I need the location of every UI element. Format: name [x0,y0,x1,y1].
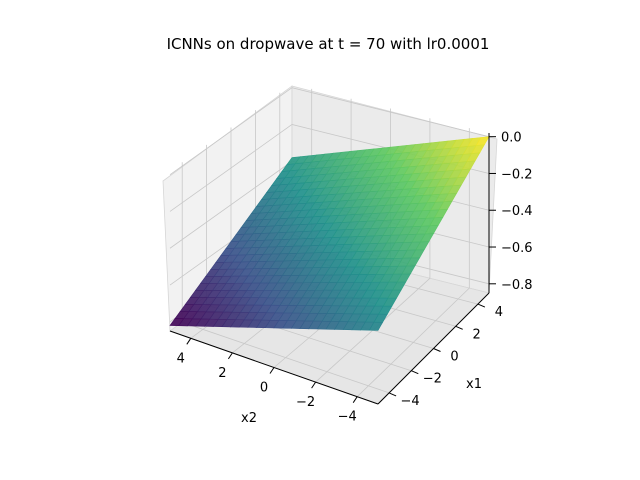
x2-tick-label: 4 [177,351,185,366]
x2-tick-label: −4 [338,410,357,425]
x1-tick [477,303,486,308]
x1-tick-label: 0 [450,350,458,365]
x2-tick [311,381,317,389]
x2-axis-label: x2 [241,411,257,426]
x1-tick [455,325,463,330]
z-tick-label: 0.0 [501,131,522,146]
grid-line-z [169,87,490,176]
z-tick-label: −0.8 [501,278,533,293]
x2-tick-label: −2 [296,395,315,410]
z-tick-label: −0.2 [501,167,533,182]
x1-axis-label: x1 [466,377,482,392]
surface [169,136,490,331]
x1-tick-label: −4 [401,394,420,409]
x1-tick-label: −2 [423,372,442,387]
x1-tick [388,392,397,397]
x2-tick [227,352,233,360]
x1-tick-label: 2 [473,327,481,342]
x2-axis-line [169,330,379,405]
x1-tick [411,370,419,375]
x2-tick [269,367,275,374]
grid-line-x1 [356,128,470,397]
x2-tick-label: 2 [218,366,226,381]
x2-tick [186,338,192,345]
x1-axis-line [377,292,490,405]
x2-tick [352,396,358,403]
surface-cell [368,321,384,331]
z-tick-label: −0.4 [501,204,533,219]
x1-tick-label: 4 [495,305,503,320]
chart-title: ICNNs on dropwave at t = 70 with lr0.000… [167,35,490,53]
z-tick-label: −0.6 [501,241,533,256]
x2-tick-label: 0 [260,381,268,396]
x1-tick [433,348,441,352]
